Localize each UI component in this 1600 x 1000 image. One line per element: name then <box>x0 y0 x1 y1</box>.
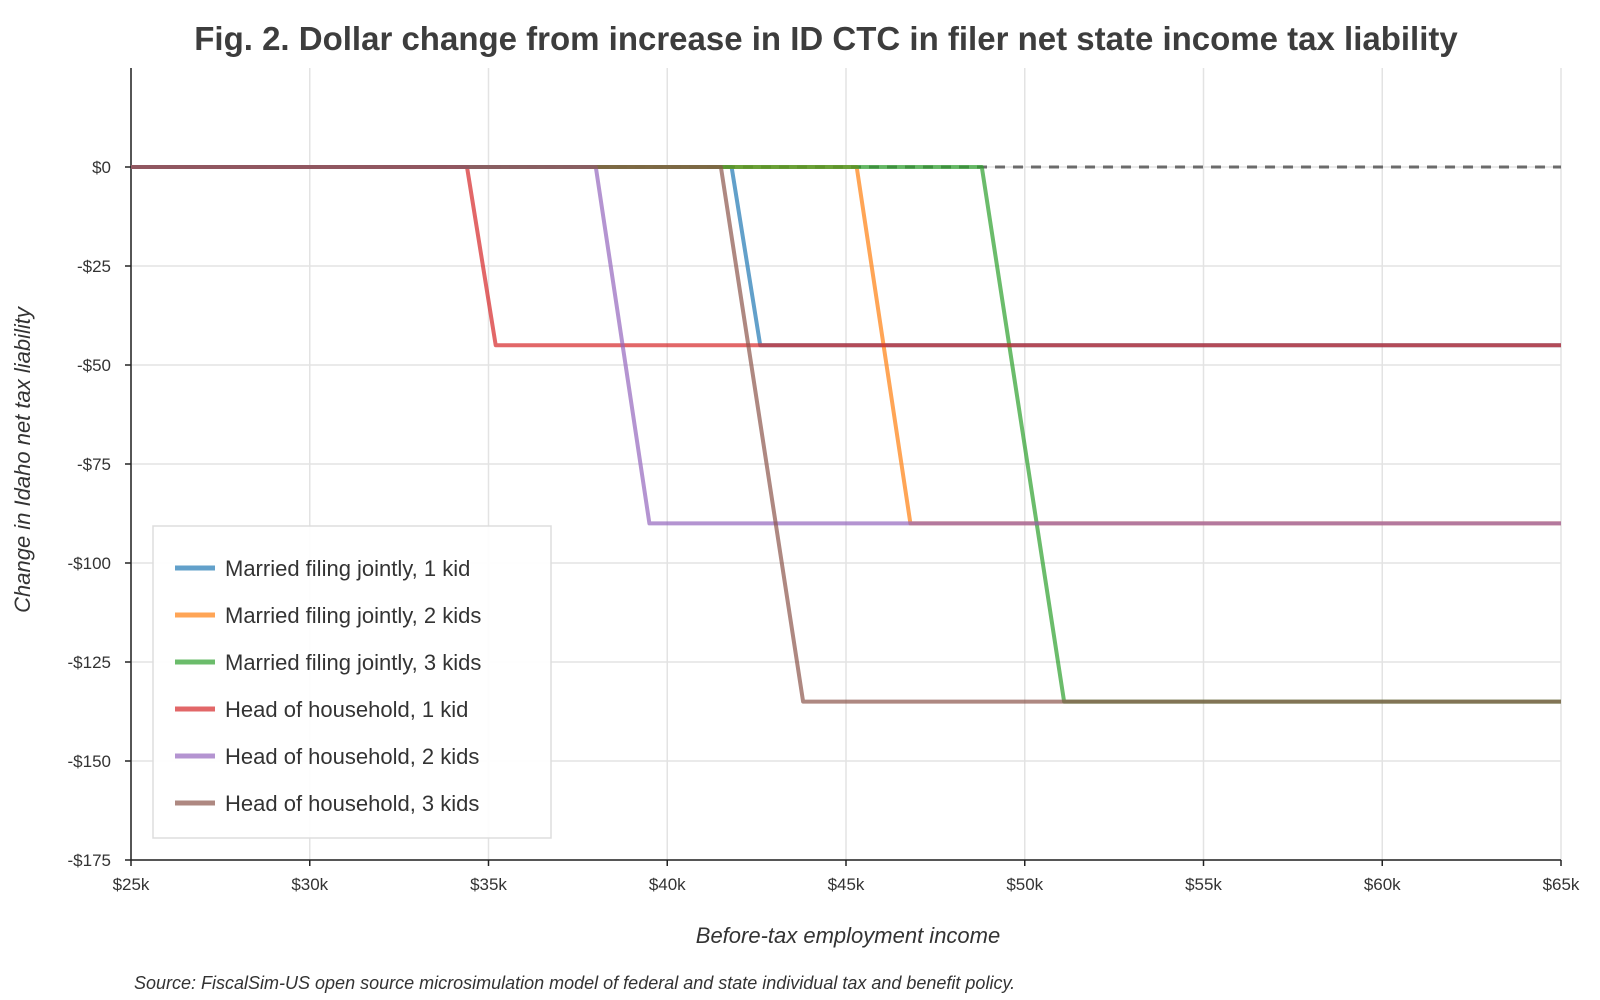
y-axis-label: Change in Idaho net tax liability <box>10 305 35 613</box>
y-tick-label: -$25 <box>77 257 111 276</box>
y-tick-label: -$175 <box>68 851 111 870</box>
legend: Married filing jointly, 1 kid Married fil… <box>152 525 552 839</box>
y-tick-label: -$50 <box>77 356 111 375</box>
x-tick-label: $50k <box>1006 875 1043 894</box>
x-tick-label: $60k <box>1364 875 1401 894</box>
y-tick-label: -$150 <box>68 752 111 771</box>
legend-entry: Head of household, 2 kids <box>225 744 479 769</box>
x-tick-label: $35k <box>470 875 507 894</box>
chart-title: Fig. 2. Dollar change from increase in I… <box>194 20 1458 57</box>
x-tick-label: $40k <box>649 875 686 894</box>
x-axis-label: Before-tax employment income <box>696 923 1000 948</box>
legend-entry: Married filing jointly, 3 kids <box>225 650 481 675</box>
legend-entry: Head of household, 1 kid <box>225 697 468 722</box>
source-note: Source: FiscalSim-US open source microsi… <box>134 973 1015 993</box>
x-tick-label: $65k <box>1543 875 1580 894</box>
legend-entry: Married filing jointly, 1 kid <box>225 556 470 581</box>
x-tick-label: $45k <box>828 875 865 894</box>
legend-entry: Head of household, 3 kids <box>225 791 479 816</box>
y-tick-label: -$100 <box>68 554 111 573</box>
tick-labels: $25k $30k $35k $40k $45k $50k $55k $60k $65k $0 -$… <box>68 158 1580 894</box>
y-tick-label: -$75 <box>77 455 111 474</box>
series-group <box>131 165 1561 704</box>
legend-entry: Married filing jointly, 2 kids <box>225 603 481 628</box>
series-line-6 <box>131 165 1561 704</box>
y-tick-label: $0 <box>92 158 111 177</box>
x-tick-label: $55k <box>1185 875 1222 894</box>
legend-box <box>152 525 552 839</box>
axes <box>125 68 1562 866</box>
y-tick-label: -$125 <box>68 653 111 672</box>
x-tick-label: $25k <box>113 875 150 894</box>
x-tick-label: $30k <box>291 875 328 894</box>
